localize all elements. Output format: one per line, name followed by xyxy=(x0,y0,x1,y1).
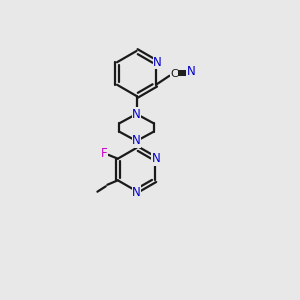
Text: N: N xyxy=(132,134,141,148)
Text: F: F xyxy=(100,147,107,160)
Text: N: N xyxy=(187,65,196,78)
Text: N: N xyxy=(132,186,141,199)
Text: N: N xyxy=(153,56,162,69)
Text: N: N xyxy=(132,107,141,121)
Text: N: N xyxy=(152,152,161,165)
Text: C: C xyxy=(170,69,178,79)
